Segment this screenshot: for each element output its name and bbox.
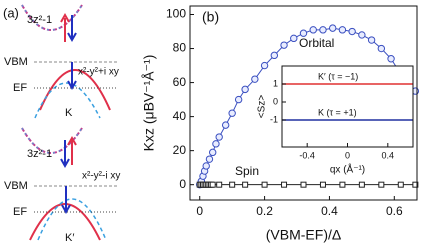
- x-tick-label: 0: [196, 204, 203, 218]
- vbm-label: VBM: [4, 180, 28, 192]
- y-tick-label: 100: [166, 7, 186, 21]
- marker: [319, 26, 327, 34]
- marker: [261, 181, 268, 188]
- band-label: x²-y²-i xy: [82, 171, 120, 182]
- x-tick-label: 0.2: [256, 204, 273, 218]
- y-tick-label: 60: [173, 75, 187, 89]
- marker: [215, 133, 223, 141]
- y-tick-label: -1: [270, 114, 278, 124]
- series-label: K (τ = +1): [318, 107, 357, 117]
- band-label: 3z²-1: [27, 148, 52, 160]
- marker: [300, 181, 307, 188]
- fermi-label: EF: [13, 206, 27, 218]
- marker: [216, 181, 223, 188]
- panel-label: (b): [202, 9, 219, 25]
- panel-label: (a): [3, 5, 19, 20]
- marker: [242, 181, 249, 188]
- arrow: [60, 158, 70, 169]
- arrow: [61, 204, 71, 215]
- marker: [209, 181, 216, 188]
- y-tick-label: 80: [173, 41, 187, 55]
- marker: [358, 181, 365, 188]
- marker: [338, 26, 347, 34]
- valley-label: K: [65, 107, 73, 119]
- x-tick-label: 0.6: [386, 204, 403, 218]
- marker: [339, 181, 346, 188]
- inset-background: [282, 66, 413, 147]
- vbm-label: VBM: [4, 56, 28, 68]
- x-axis-label: (VBM-EF)/Δ: [266, 227, 341, 243]
- lower-band: [34, 82, 101, 119]
- x-tick-label: 0: [345, 150, 350, 160]
- y-tick-label: 20: [173, 143, 187, 157]
- marker: [328, 24, 337, 32]
- marker: [309, 26, 317, 34]
- series-label: Spin: [235, 164, 259, 178]
- band-diagram: [21, 4, 118, 241]
- y-tick-label: 0: [179, 177, 186, 191]
- marker: [212, 140, 220, 148]
- marker: [221, 121, 230, 129]
- fermi-label: EF: [13, 82, 27, 94]
- x-tick-label: 0.4: [321, 204, 338, 218]
- y-axis-label: <Sz>: [257, 95, 268, 119]
- marker: [367, 36, 376, 44]
- marker: [377, 44, 386, 53]
- marker: [378, 181, 385, 188]
- marker: [290, 34, 298, 43]
- marker: [412, 181, 419, 188]
- marker: [281, 181, 288, 188]
- marker: [348, 27, 356, 36]
- y-tick-label: 1: [273, 78, 278, 88]
- marker: [228, 109, 236, 117]
- upper-band: [21, 127, 83, 154]
- marker: [229, 181, 236, 188]
- arrow: [67, 32, 77, 43]
- x-tick-label: 0.4: [382, 150, 395, 160]
- marker: [234, 95, 243, 104]
- marker: [270, 51, 279, 60]
- marker: [251, 75, 259, 83]
- marker: [205, 155, 214, 163]
- marker: [397, 181, 404, 188]
- lower-band: [39, 69, 111, 111]
- upper-band: [21, 4, 83, 31]
- marker: [319, 181, 326, 188]
- lower-band: [37, 198, 107, 241]
- marker: [209, 148, 217, 157]
- x-tick-label: -0.4: [299, 150, 315, 160]
- band-label: 3z²-1: [27, 14, 52, 26]
- y-tick-label: 40: [173, 109, 187, 123]
- series-label: K′ (τ = −1): [318, 71, 358, 81]
- y-axis-label: Kxz (μBV⁻¹Å⁻¹): [141, 55, 157, 152]
- marker: [358, 31, 366, 39]
- x-axis-label: qx (Å⁻¹): [330, 163, 365, 176]
- arrow: [67, 80, 77, 91]
- series-label: Orbital: [299, 36, 334, 50]
- marker: [241, 85, 249, 94]
- valley-label: K′: [65, 232, 74, 244]
- marker: [299, 29, 308, 37]
- band-label: x²-y²+i xy: [78, 67, 119, 78]
- marker: [387, 55, 395, 63]
- marker: [280, 41, 288, 49]
- arrow: [60, 12, 70, 23]
- marker: [260, 61, 269, 70]
- y-tick-label: 0: [273, 96, 278, 106]
- axes-frame: [189, 5, 418, 201]
- marker: [202, 162, 210, 170]
- arrow: [67, 135, 77, 146]
